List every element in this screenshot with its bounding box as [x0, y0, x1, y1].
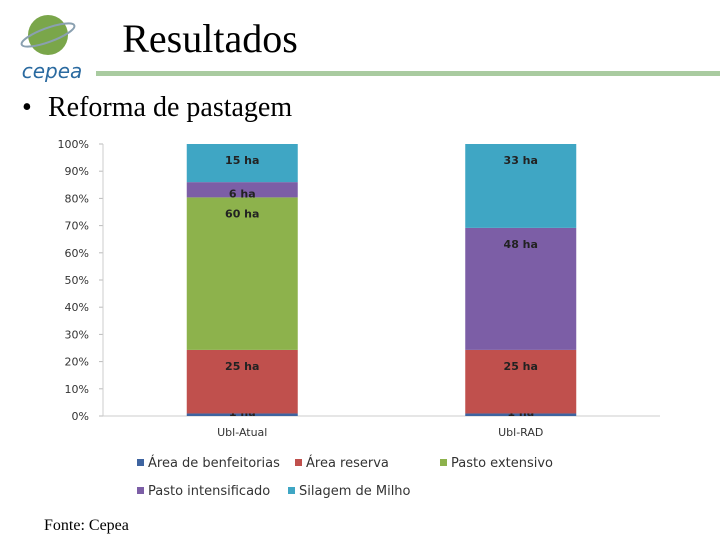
- data-label: 33 ha: [504, 154, 538, 167]
- y-tick-label: 50%: [65, 274, 89, 287]
- bar-segment: [186, 349, 298, 414]
- bar-segment: [186, 197, 298, 350]
- legend-swatch: [288, 487, 295, 494]
- y-tick-label: 90%: [65, 165, 89, 178]
- bar-segment: [465, 227, 577, 350]
- bar-segment: [186, 413, 298, 416]
- y-tick-label: 60%: [65, 247, 89, 260]
- logo-text: cepea: [22, 59, 83, 83]
- legend-label: Pasto intensificado: [148, 484, 270, 499]
- bullet-dot: •: [22, 92, 32, 123]
- bar-segment: [465, 144, 577, 228]
- bar-segment: [186, 144, 298, 183]
- logo: cepea: [20, 15, 83, 83]
- y-tick-label: 40%: [65, 301, 89, 314]
- legend-swatch: [137, 487, 144, 494]
- y-tick-label: 10%: [65, 383, 89, 396]
- legend-swatch: [295, 459, 302, 466]
- title-rule: [96, 71, 720, 76]
- legend-label: Área reserva: [306, 455, 389, 471]
- y-tick-label: 30%: [65, 328, 89, 341]
- x-tick-label: Ubl-RAD: [498, 426, 543, 439]
- data-label: 25 ha: [225, 360, 259, 373]
- logo-orbit: [20, 22, 76, 48]
- bar-segment: [465, 349, 577, 414]
- y-tick-label: 20%: [65, 356, 89, 369]
- legend-label: Pasto extensivo: [451, 456, 553, 471]
- legend-swatch: [440, 459, 447, 466]
- logo-globe: [28, 15, 68, 55]
- source: Fonte: Cepea: [44, 517, 129, 534]
- bullet-text: Reforma de pastagem: [48, 92, 292, 123]
- data-label: 60 ha: [225, 207, 259, 220]
- y-tick-label: 80%: [65, 192, 89, 205]
- y-tick-label: 70%: [65, 220, 89, 233]
- data-label: 25 ha: [504, 360, 538, 373]
- legend-label: Área de benfeitorias: [148, 455, 280, 471]
- legend-label: Silagem de Milho: [299, 484, 411, 499]
- data-label: 48 ha: [504, 238, 538, 251]
- y-tick-label: 0%: [72, 410, 89, 423]
- x-tick-label: Ubl-Atual: [217, 426, 267, 439]
- slide-title: Resultados: [122, 16, 298, 61]
- data-label: 15 ha: [225, 154, 259, 167]
- bar-segment: [465, 413, 577, 416]
- bar-segment: [186, 182, 298, 198]
- legend-swatch: [137, 459, 144, 466]
- y-tick-label: 100%: [58, 138, 89, 151]
- data-label: 6 ha: [229, 187, 256, 200]
